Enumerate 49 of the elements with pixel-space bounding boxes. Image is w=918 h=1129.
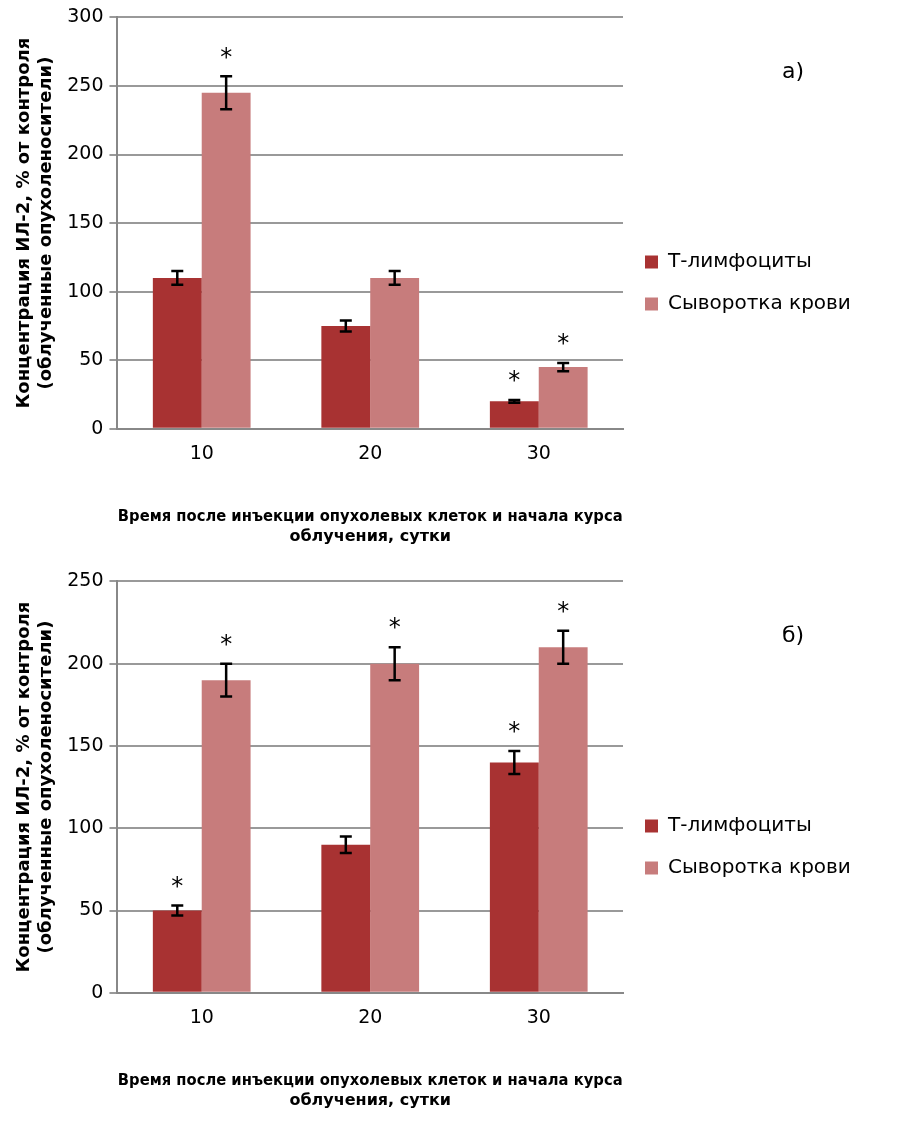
y-tick-label: 250 — [67, 72, 104, 95]
y-tick-label: 100 — [67, 815, 104, 838]
legend-label: Сыворотка крови — [668, 290, 851, 315]
y-tick-label: 0 — [91, 415, 104, 438]
bar — [489, 762, 539, 992]
annotation: * — [220, 629, 233, 658]
bar — [321, 325, 371, 428]
bar — [152, 910, 202, 992]
annotation: * — [508, 366, 521, 395]
legend-label: Сыворотка крови — [668, 854, 851, 879]
bar — [538, 367, 588, 428]
annotation: * — [557, 597, 570, 625]
x-tick-label: 20 — [358, 441, 383, 464]
y-tick-label: 150 — [67, 732, 104, 755]
annotation: * — [388, 613, 401, 642]
y-tick-label: 100 — [67, 278, 104, 301]
bar — [370, 277, 420, 428]
x-tick-label: 10 — [189, 1005, 214, 1028]
y-tick-label: 200 — [67, 650, 104, 673]
bar — [201, 680, 251, 992]
x-tick-label: 30 — [526, 1005, 551, 1028]
y-tick-label: 250 — [67, 568, 104, 591]
legend-label: Т-лимфоциты — [667, 248, 812, 273]
bar — [152, 277, 202, 428]
x-tick-label: 20 — [358, 1005, 383, 1028]
y-tick-label: 50 — [79, 897, 104, 920]
bar — [370, 663, 420, 992]
annotation: * — [220, 42, 233, 71]
legend-label: Т-лимфоциты — [667, 812, 812, 837]
bar — [321, 844, 371, 992]
x-axis-title: Время после инъекции опухолевых клеток и начала курса облучения, сутки — [117, 506, 623, 545]
bar — [201, 92, 251, 428]
y-axis-title: Концентрация ИЛ-2, % от контроля (облученные опухоленосители) — [12, 601, 56, 973]
y-tick-label: 0 — [91, 979, 104, 1002]
y-axis-title: Концентрация ИЛ-2, % от контроля (облученные опухоленосители) — [12, 37, 56, 409]
x-tick-label: 10 — [189, 441, 214, 464]
y-tick-label: 150 — [67, 210, 104, 233]
annotation: * — [557, 329, 570, 358]
annotation: * — [508, 717, 521, 746]
text: а) — [781, 58, 805, 84]
y-tick-label: 200 — [67, 141, 104, 164]
annotation: * — [171, 871, 184, 900]
x-tick-label: 30 — [526, 441, 551, 464]
y-tick-label: 300 — [67, 4, 104, 27]
y-tick-label: 50 — [79, 347, 104, 370]
bar — [538, 647, 588, 992]
x-axis-title: Время после инъекции опухолевых клеток и начала курса облучения, сутки — [117, 1070, 623, 1109]
text: б) — [781, 622, 805, 648]
bar — [489, 401, 539, 428]
